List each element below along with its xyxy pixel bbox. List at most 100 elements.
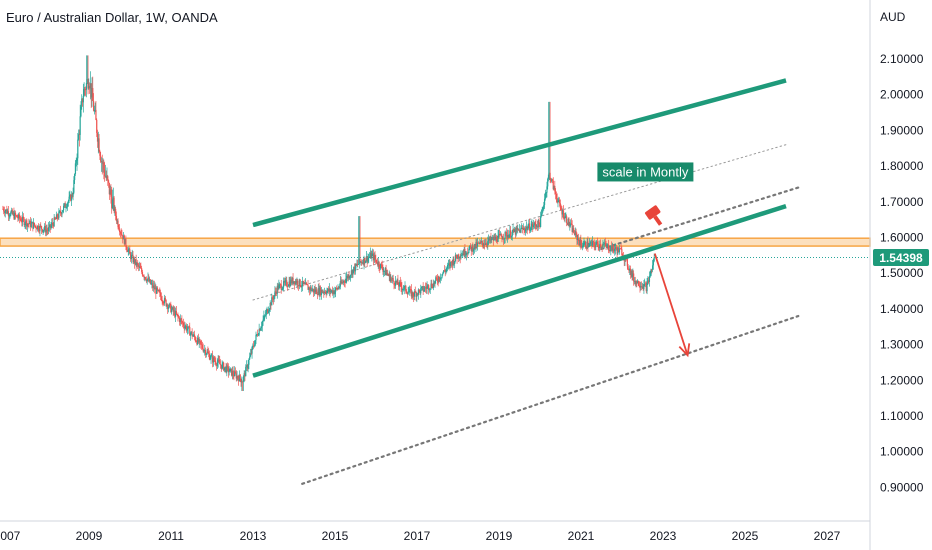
- candle-body: [22, 216, 24, 219]
- candle-body: [516, 227, 518, 230]
- candle-body: [125, 238, 127, 247]
- candle-body: [311, 289, 313, 291]
- candle-body: [214, 360, 216, 362]
- candle-body: [238, 374, 241, 382]
- candle-body: [510, 230, 512, 238]
- candle-body: [331, 290, 333, 292]
- candle-body: [522, 228, 524, 230]
- candle-body: [288, 281, 290, 286]
- candle-body: [219, 361, 221, 365]
- candle-body: [172, 307, 174, 312]
- candle-body: [100, 155, 102, 162]
- candle-body: [193, 334, 196, 338]
- support-resistance-zone: [0, 237, 871, 247]
- candle-body: [135, 259, 137, 266]
- candle-body: [498, 233, 500, 236]
- price-axis[interactable]: 2.10000 2.00000 1.90000 1.80000 1.70000 1.600…: [880, 52, 924, 494]
- candle-body: [609, 250, 611, 252]
- candle-body: [366, 256, 368, 262]
- candle-body: [414, 291, 416, 293]
- candle-body: [130, 253, 132, 260]
- candle-body: [561, 210, 563, 215]
- candle-body: [465, 252, 468, 255]
- candle-body: [387, 273, 389, 275]
- candle-body: [347, 274, 349, 279]
- candle-body: [73, 180, 75, 193]
- candle-body: [326, 291, 328, 295]
- candle-body: [592, 241, 594, 246]
- candle-body: [230, 368, 232, 370]
- candle-body: [286, 280, 288, 286]
- candle-body: [500, 233, 502, 237]
- candle-body: [33, 222, 35, 229]
- candle-body: [12, 212, 14, 215]
- candle-body: [244, 373, 246, 377]
- candle-body: [553, 185, 555, 190]
- candle-body: [283, 281, 285, 283]
- candle-body: [504, 231, 506, 239]
- candle-body: [503, 238, 505, 240]
- candle-body: [492, 237, 494, 241]
- candle-body: [391, 278, 393, 279]
- candle-body: [629, 268, 632, 275]
- candle-body: [171, 307, 174, 310]
- candle-body: [310, 287, 312, 291]
- candle-body: [182, 322, 184, 323]
- candle-body: [539, 223, 541, 227]
- candle-body: [511, 231, 513, 237]
- candle-body: [565, 216, 567, 218]
- candle-body: [403, 286, 405, 290]
- candle-body: [303, 283, 305, 284]
- candle-body: [480, 241, 482, 243]
- candle-body: [95, 109, 97, 120]
- candle-body: [93, 110, 95, 112]
- candle-body: [218, 359, 220, 362]
- candle-body: [550, 179, 552, 181]
- candle-body: [514, 229, 516, 235]
- candle-body: [628, 268, 630, 271]
- candle-body: [156, 287, 158, 294]
- candle-body: [602, 244, 604, 248]
- dotted-trendline: [600, 186, 800, 251]
- price-tick-label: 1.80000: [880, 159, 924, 173]
- candle-body: [485, 243, 487, 245]
- candle-body: [42, 230, 44, 232]
- candle-body: [443, 270, 446, 272]
- candle-body: [31, 222, 33, 224]
- candle-body: [392, 278, 394, 282]
- candle-body: [104, 169, 106, 177]
- candle-body: [580, 239, 582, 245]
- candle-body: [280, 284, 282, 290]
- candle-body: [208, 353, 211, 360]
- time-axis[interactable]: 2007 2009 2011 2013 2015 2017 2019 2021 2023 2025…: [0, 529, 841, 543]
- candle-body: [207, 351, 209, 353]
- candle-body: [162, 301, 164, 304]
- candle-body: [94, 109, 96, 111]
- candle-body: [40, 226, 43, 230]
- candle-body: [495, 236, 498, 242]
- candle-body: [343, 280, 345, 282]
- candle-body: [480, 241, 483, 243]
- candle-body: [241, 381, 244, 383]
- candle-body: [603, 244, 605, 246]
- candle-body: [329, 288, 331, 293]
- candle-body: [346, 275, 349, 279]
- candle-body: [506, 232, 508, 238]
- candle-body: [148, 277, 150, 282]
- candle-body: [650, 269, 652, 276]
- candle-body: [528, 223, 531, 231]
- candle-body: [510, 236, 513, 238]
- candle-body: [591, 242, 593, 246]
- candle-body: [416, 293, 418, 297]
- candle-body: [388, 273, 390, 276]
- candle-body: [612, 244, 614, 249]
- candle-body: [629, 268, 631, 271]
- candle-body: [70, 195, 72, 201]
- candle-body: [532, 223, 534, 228]
- candle-body: [184, 326, 186, 329]
- candle-body: [451, 262, 453, 266]
- candle-body: [226, 365, 228, 373]
- candle-body: [148, 279, 151, 282]
